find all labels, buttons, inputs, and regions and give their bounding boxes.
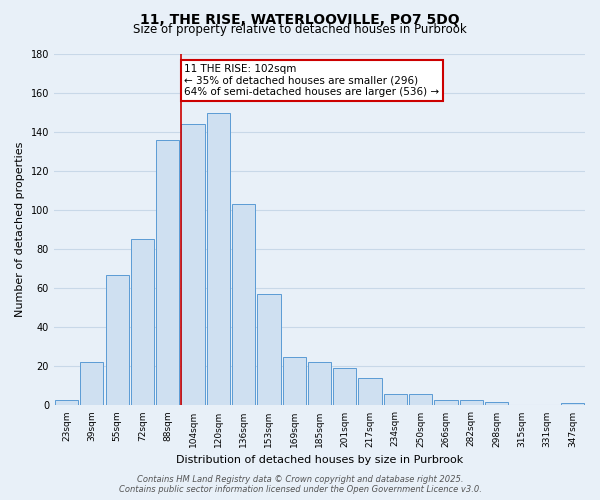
- Bar: [232, 204, 255, 406]
- Bar: [333, 368, 356, 406]
- Bar: [131, 240, 154, 406]
- Bar: [409, 394, 432, 406]
- Bar: [181, 124, 205, 406]
- Bar: [434, 400, 458, 406]
- Bar: [308, 362, 331, 406]
- Bar: [80, 362, 103, 406]
- Bar: [257, 294, 281, 406]
- Y-axis label: Number of detached properties: Number of detached properties: [15, 142, 25, 318]
- Text: 11, THE RISE, WATERLOOVILLE, PO7 5DQ: 11, THE RISE, WATERLOOVILLE, PO7 5DQ: [140, 12, 460, 26]
- Text: Contains HM Land Registry data © Crown copyright and database right 2025.
Contai: Contains HM Land Registry data © Crown c…: [119, 474, 481, 494]
- Bar: [106, 274, 129, 406]
- Bar: [485, 402, 508, 406]
- X-axis label: Distribution of detached houses by size in Purbrook: Distribution of detached houses by size …: [176, 455, 463, 465]
- Bar: [55, 400, 78, 406]
- Bar: [358, 378, 382, 406]
- Bar: [561, 404, 584, 406]
- Bar: [206, 112, 230, 406]
- Text: Size of property relative to detached houses in Purbrook: Size of property relative to detached ho…: [133, 22, 467, 36]
- Bar: [283, 356, 306, 406]
- Bar: [383, 394, 407, 406]
- Text: 11 THE RISE: 102sqm
← 35% of detached houses are smaller (296)
64% of semi-detac: 11 THE RISE: 102sqm ← 35% of detached ho…: [184, 64, 439, 97]
- Bar: [460, 400, 483, 406]
- Bar: [156, 140, 179, 406]
